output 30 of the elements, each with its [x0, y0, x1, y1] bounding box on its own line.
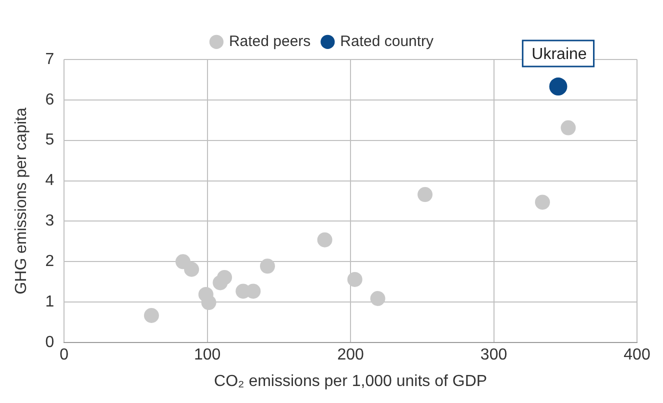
y-tick-label: 7	[45, 50, 54, 68]
y-tick-label: 5	[45, 132, 54, 149]
x-tick-label: 200	[337, 346, 364, 364]
y-tick-label: 1	[45, 294, 54, 311]
y-tick-label: 4	[45, 172, 54, 190]
y-tick-label: 0	[45, 334, 54, 352]
y-tick-label: 6	[45, 91, 54, 108]
point	[418, 187, 433, 202]
y-axis-title: GHG emissions per capita	[13, 108, 30, 294]
point	[260, 258, 275, 274]
point	[534, 194, 550, 210]
x-tick-label: 100	[194, 346, 221, 364]
point	[217, 270, 232, 285]
point	[549, 78, 568, 96]
point	[347, 272, 362, 287]
legend-label: Rated peers	[228, 33, 311, 50]
y-tick-label: 3	[45, 212, 54, 230]
point	[184, 262, 200, 277]
point	[201, 295, 216, 310]
legend-label: Rated country	[340, 33, 434, 50]
x-tick-label: 400	[624, 346, 650, 364]
x-axis-title: CO₂ emissions per 1,000 units of GDP	[214, 372, 488, 390]
point	[560, 120, 576, 136]
x-tick-label: 300	[480, 346, 508, 364]
annotation: Ukraine	[532, 46, 587, 63]
y-tick-label: 2	[45, 253, 54, 270]
point	[317, 232, 332, 248]
point	[144, 308, 159, 323]
x-tick-label: 0	[60, 346, 69, 364]
point	[370, 291, 386, 306]
